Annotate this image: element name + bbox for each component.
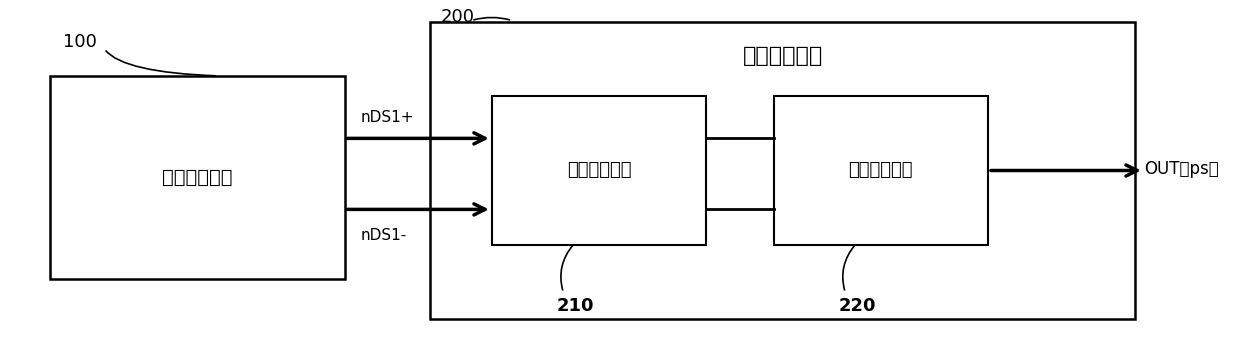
Text: nDS1+: nDS1+ [360,110,413,125]
Text: 窄脉冲信号源: 窄脉冲信号源 [162,168,233,187]
Text: nDS1-: nDS1- [360,228,407,243]
FancyBboxPatch shape [774,96,988,245]
Text: 第二整形电路: 第二整形电路 [848,162,914,179]
Text: 210: 210 [556,297,594,315]
Text: 100: 100 [63,33,97,51]
Text: 第一整形电路: 第一整形电路 [567,162,631,179]
FancyBboxPatch shape [51,76,344,279]
FancyBboxPatch shape [431,22,1135,319]
FancyBboxPatch shape [491,96,706,245]
Text: OUT（ps）: OUT（ps） [1144,160,1218,178]
Text: 220: 220 [838,297,875,315]
Text: 脉冲整形电路: 脉冲整形电路 [743,45,823,65]
Text: 200: 200 [441,8,474,26]
